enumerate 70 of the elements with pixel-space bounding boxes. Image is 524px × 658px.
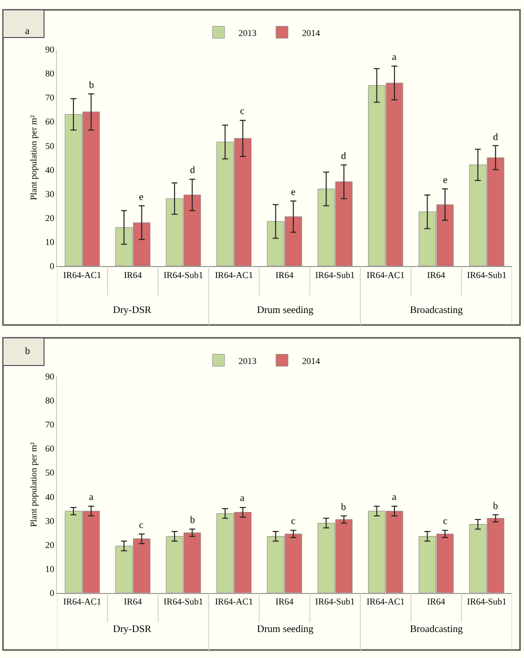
data-label: a: [89, 492, 94, 503]
text: Broadcasting: [410, 624, 463, 635]
legend-label: 2014: [302, 356, 320, 366]
x-tick-label: IR64-Sub1: [466, 270, 506, 280]
data-label: c: [291, 516, 296, 527]
data-label: b: [190, 515, 195, 526]
x-tick-label: IR64-Sub1: [466, 596, 506, 607]
y-tick-label: 40: [45, 492, 55, 502]
data-label: e: [443, 175, 448, 186]
x-tick-label: IR64: [427, 270, 446, 280]
y-axis-title: Plant population per m²: [28, 114, 39, 200]
legend-label: 2013: [238, 28, 257, 38]
x-tick-label: IR64: [124, 596, 142, 607]
x-tick-label: IR64-AC1: [214, 270, 253, 280]
data-label: c: [443, 516, 448, 527]
y-tick-label: 70: [45, 92, 55, 103]
data-label: a: [240, 493, 245, 504]
data-label: d: [341, 151, 346, 162]
data-label: a: [392, 492, 397, 503]
y-tick-label: 0: [50, 261, 55, 272]
x-tick-label: IR64: [276, 270, 294, 280]
data-label: e: [291, 187, 296, 198]
y-tick-label: 30: [45, 516, 55, 526]
x-tick-label: IR64-AC1: [366, 596, 405, 607]
data-label: b: [89, 80, 94, 91]
legend-label: 2014: [302, 28, 320, 38]
y-tick-label: 60: [45, 444, 55, 454]
data-label: d: [190, 165, 195, 176]
text: Dry-DSR: [113, 305, 152, 316]
y-tick-label: 70: [45, 420, 55, 430]
x-tick-label: IR64-Sub1: [164, 596, 204, 607]
y-tick-label: 20: [45, 212, 55, 223]
data-label: d: [493, 132, 498, 143]
x-tick-label: IR64-AC1: [366, 270, 405, 280]
text: Dry-DSR: [113, 624, 152, 635]
data-label: c: [240, 106, 245, 117]
y-tick-label: 0: [50, 588, 55, 598]
x-tick-label: IR64-Sub1: [315, 596, 355, 607]
y-tick-label: 80: [45, 395, 55, 406]
x-tick-label: IR64-AC1: [63, 596, 102, 607]
data-label: b: [493, 501, 498, 512]
y-tick-label: 40: [45, 164, 55, 175]
y-axis-title: Plant population per m²: [28, 442, 39, 528]
x-tick-label: IR64: [276, 596, 294, 607]
chart-title: a: [25, 26, 30, 37]
data-label: e: [139, 192, 144, 203]
data-label: c: [139, 520, 144, 531]
x-tick-label: IR64: [427, 596, 446, 607]
y-tick-label: 60: [45, 116, 55, 127]
y-tick-label: 80: [45, 68, 55, 79]
text: Broadcasting: [410, 305, 463, 316]
chart-title: b: [25, 346, 30, 357]
text: Drum seeding: [257, 305, 314, 316]
y-tick-label: 90: [45, 44, 55, 54]
y-tick-label: 10: [45, 237, 55, 248]
x-tick-label: IR64-Sub1: [164, 270, 204, 280]
x-tick-label: IR64-AC1: [214, 596, 253, 607]
x-tick-label: IR64-AC1: [63, 270, 102, 280]
x-tick-label: IR64-Sub1: [315, 270, 355, 280]
data-label: b: [341, 502, 346, 513]
y-tick-label: 10: [45, 564, 55, 574]
legend-label: 2013: [238, 356, 257, 366]
y-tick-label: 90: [45, 371, 55, 382]
y-tick-label: 20: [45, 540, 55, 550]
x-tick-label: IR64: [124, 270, 142, 280]
data-label: a: [392, 52, 397, 63]
y-tick-label: 50: [45, 140, 55, 151]
y-tick-label: 30: [45, 188, 55, 199]
text: Drum seeding: [257, 624, 314, 635]
y-tick-label: 50: [45, 468, 55, 478]
